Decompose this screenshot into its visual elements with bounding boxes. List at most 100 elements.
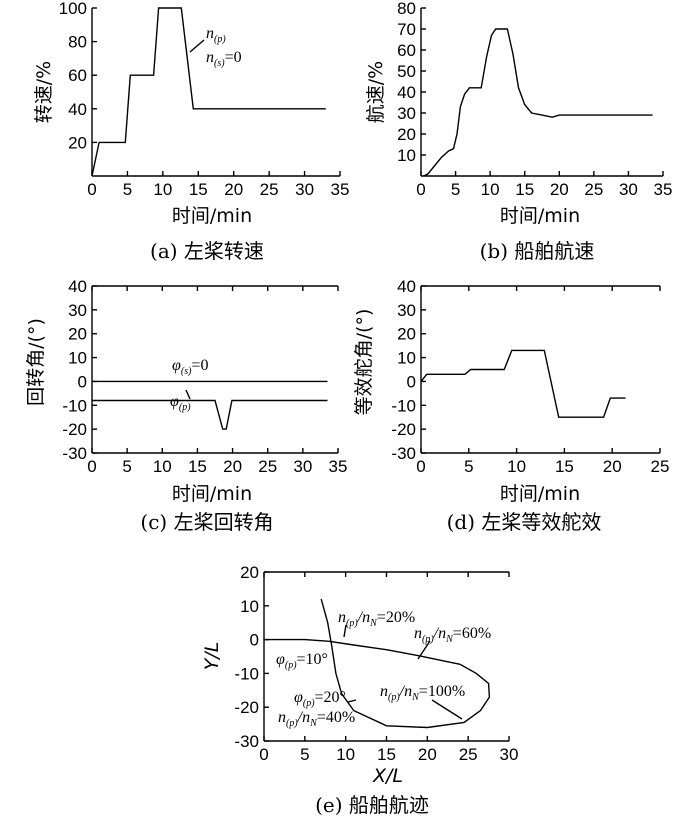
series-line-b-0 xyxy=(423,28,653,177)
y-tick-label-c: -10 xyxy=(62,396,87,415)
x-tick-label-b: 30 xyxy=(619,180,638,199)
y-tick-label-b: 80 xyxy=(397,0,416,18)
annot-c-phip: φ(p) xyxy=(170,393,191,413)
annot-a-ns: n(s)=0 xyxy=(206,49,242,69)
y-tick-label-b: 50 xyxy=(397,62,416,81)
annot-c-phip-base: φ xyxy=(170,393,179,410)
x-tick-label-e: 25 xyxy=(459,745,478,764)
y-tick-label-c: 20 xyxy=(68,325,87,344)
annot-a-np: n(p) xyxy=(206,25,226,45)
annot-e-20deg: φ(p)=20° xyxy=(294,689,346,709)
x-tick-label-b: 15 xyxy=(515,180,534,199)
x-tick-label-a: 0 xyxy=(87,180,96,199)
annot-e-20pct-suffix: =20% xyxy=(377,609,415,626)
y-tick-label-b: 40 xyxy=(397,83,416,102)
x-tick-label-b: 0 xyxy=(416,180,425,199)
annot-e-40pct-sub1: (p) xyxy=(286,718,298,729)
annot-c-leader xyxy=(185,389,191,400)
annot-e-20pct-nn: /n xyxy=(357,609,370,626)
annot-e-100pct-sub2: N xyxy=(411,692,420,703)
annot-e-20pct-n: n xyxy=(338,609,346,626)
x-tick-label-a: 25 xyxy=(260,180,279,199)
y-tick-label-b: 70 xyxy=(397,20,416,39)
annot-e-10deg-suffix: =10° xyxy=(297,651,328,668)
y-tick-label-b: 60 xyxy=(397,41,416,60)
annot-a-ns-sub: (s) xyxy=(214,58,225,69)
annot-e-10deg: φ(p)=10° xyxy=(276,651,328,671)
y-tick-label-c: 0 xyxy=(78,372,87,391)
x-tick-label-a: 10 xyxy=(153,180,172,199)
x-tick-label-d: 5 xyxy=(464,457,473,476)
annot-e-60pct-sub1: (p) xyxy=(422,634,434,645)
annot-e-10deg-sub: (p) xyxy=(285,660,297,671)
x-tick-label-b: 25 xyxy=(584,180,603,199)
panel-a-rotation-speed: (a) 左桨转速 时间/min 转速/% n(p) n(s)=0 0 5 10 15 2… xyxy=(33,0,349,263)
annot-c-phis-base: φ xyxy=(172,357,181,374)
x-tick-label-a: 5 xyxy=(123,180,132,199)
y-tick-label-e: -10 xyxy=(234,664,259,683)
x-tick-label-e: 20 xyxy=(418,745,437,764)
annot-e-40pct-leader xyxy=(347,699,357,703)
y-tick-label-c: 40 xyxy=(68,277,87,296)
annot-a-np-base: n xyxy=(206,25,214,42)
y-tick-label-e: 0 xyxy=(250,631,259,650)
caption-a: (a) 左桨转速 xyxy=(150,239,264,263)
x-tick-label-a: 35 xyxy=(331,180,350,199)
y-tick-label-c: 10 xyxy=(68,349,87,368)
annot-e-100pct-sub1: (p) xyxy=(388,692,400,703)
xlabel-c: 时间/min xyxy=(172,483,252,505)
x-tick-label-d: 10 xyxy=(507,457,526,476)
annot-e-60pct-suffix: =60% xyxy=(453,625,491,642)
ylabel-c: 回转角/(°) xyxy=(25,318,47,406)
y-tick-label-d: 20 xyxy=(397,325,416,344)
x-tick-label-a: 15 xyxy=(189,180,208,199)
x-tick-label-a: 20 xyxy=(224,180,243,199)
y-tick-label-a: 60 xyxy=(68,66,87,85)
ylabel-d: 等效舵角/(°) xyxy=(353,309,375,416)
x-tick-label-c: 30 xyxy=(293,457,312,476)
caption-b: (b) 船舶航速 xyxy=(480,239,595,263)
x-tick-label-e: 15 xyxy=(377,745,396,764)
y-tick-label-c: -30 xyxy=(62,444,87,463)
y-tick-label-b: 10 xyxy=(397,146,416,165)
panel-e-ship-track: (e) 船舶航迹 X/L Y/L n(p)/nN=20% n(p)/nN=60%… xyxy=(201,563,518,817)
x-tick-label-b: 10 xyxy=(481,180,500,199)
y-tick-label-d: 0 xyxy=(407,372,416,391)
annot-e-60pct-n: n xyxy=(414,625,422,642)
x-tick-label-c: 0 xyxy=(87,457,96,476)
y-tick-label-b: 30 xyxy=(397,104,416,123)
annot-c-phis-sub: (s) xyxy=(181,366,192,377)
x-tick-label-c: 5 xyxy=(122,457,131,476)
annot-e-100pct-suffix: =100% xyxy=(419,683,465,700)
annot-c-phis-suffix: =0 xyxy=(191,357,208,374)
xlabel-b: 时间/min xyxy=(500,205,580,227)
x-tick-label-a: 30 xyxy=(295,180,314,199)
series-line-c-1 xyxy=(92,399,328,430)
y-tick-label-d: 10 xyxy=(397,349,416,368)
x-tick-label-c: 20 xyxy=(223,457,242,476)
x-tick-label-e: 0 xyxy=(259,745,268,764)
annot-e-40pct-suffix: =40% xyxy=(317,709,355,726)
x-tick-label-b: 20 xyxy=(550,180,569,199)
ylabel-b: 航速/% xyxy=(365,61,387,123)
annot-e-20pct: n(p)/nN=20% xyxy=(338,609,415,629)
y-tick-label-a: 20 xyxy=(68,133,87,152)
y-tick-label-d: 30 xyxy=(397,301,416,320)
annot-e-20deg-phi: φ xyxy=(294,689,303,706)
annot-e-20deg-suffix: =20° xyxy=(315,689,346,706)
caption-c: (c) 左桨回转角 xyxy=(140,510,273,534)
annot-e-40pct: n(p)/nN=40% xyxy=(278,709,355,729)
xlabel-d: 时间/min xyxy=(500,483,580,505)
annot-e-60pct: n(p)/nN=60% xyxy=(414,625,491,645)
x-tick-label-d: 20 xyxy=(603,457,622,476)
annot-c-phis: φ(s)=0 xyxy=(172,357,208,377)
series-line-a-0 xyxy=(91,7,326,177)
x-tick-label-b: 35 xyxy=(654,180,673,199)
y-tick-label-c: 30 xyxy=(68,301,87,320)
y-tick-label-d: -10 xyxy=(391,396,416,415)
series-line-d-0 xyxy=(420,349,626,418)
annot-e-100pct-n: n xyxy=(380,683,388,700)
y-tick-label-e: -30 xyxy=(234,732,259,751)
y-tick-label-a: 100 xyxy=(59,0,87,18)
y-tick-label-c: -20 xyxy=(62,420,87,439)
